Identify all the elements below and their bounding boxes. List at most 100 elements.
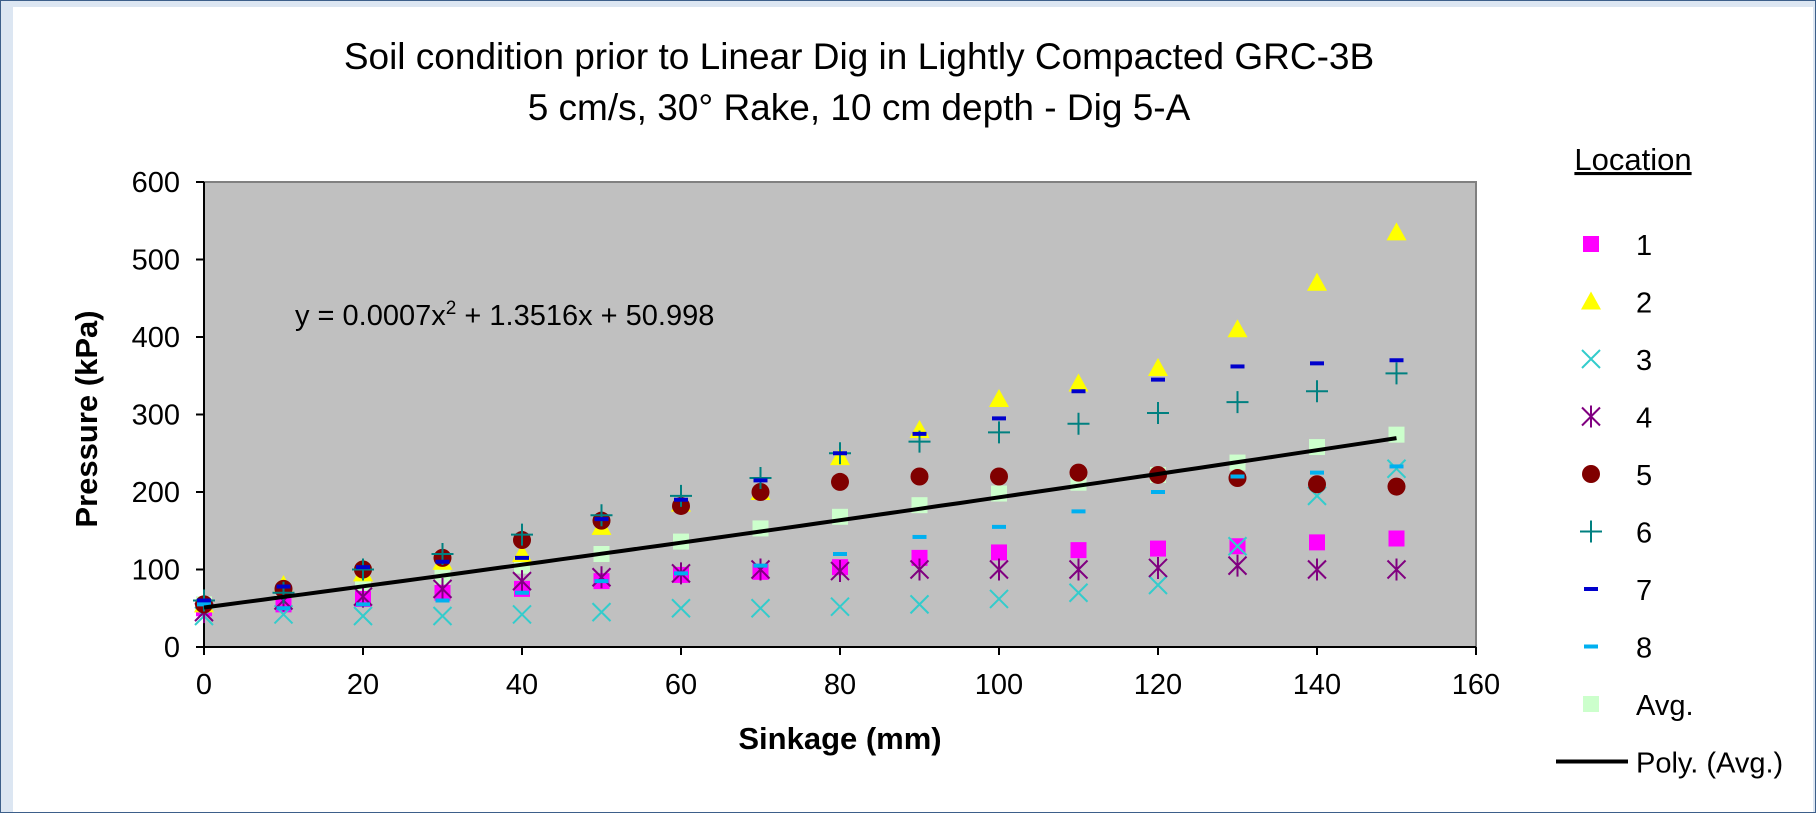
- x-tick-label: 80: [824, 669, 856, 701]
- legend-entry: 1: [1583, 230, 1652, 262]
- data-point: [1230, 474, 1245, 479]
- data-point: [1230, 364, 1245, 369]
- data-point: [1386, 222, 1407, 241]
- data-point: [670, 484, 692, 507]
- data-point: [992, 416, 1006, 421]
- equation-prefix: y = 0.0007x: [295, 300, 446, 332]
- series-8: [197, 464, 1404, 611]
- data-point: [674, 571, 688, 576]
- data-point: [590, 504, 613, 527]
- legend-label: 4: [1636, 403, 1652, 435]
- x-tick-label: 40: [506, 669, 538, 701]
- y-tick-label: 0: [164, 632, 180, 664]
- data-point: [991, 544, 1007, 561]
- data-point: [1151, 377, 1165, 382]
- data-point: [1386, 459, 1407, 479]
- data-point: [594, 517, 609, 522]
- data-point: [833, 451, 847, 456]
- data-point: [751, 483, 770, 501]
- x-tick-label: 60: [665, 669, 697, 701]
- data-point: [276, 584, 291, 589]
- legend-marker: [1583, 236, 1599, 252]
- chart-area: Soil condition prior to Linear Dig in Li…: [13, 7, 1813, 812]
- legend-label: 2: [1636, 288, 1652, 320]
- data-point: [1386, 558, 1407, 581]
- data-point: [909, 594, 930, 615]
- legend-marker: [1583, 696, 1599, 712]
- data-point: [671, 598, 691, 618]
- legend-entry: 6: [1580, 518, 1652, 550]
- data-point: [515, 590, 529, 595]
- data-point: [1227, 536, 1248, 556]
- data-point: [831, 472, 849, 491]
- legend-entry: Poly. (Avg.): [1556, 748, 1783, 780]
- data-point: [909, 558, 930, 581]
- data-point: [591, 566, 612, 589]
- legend-entry: Avg.: [1583, 690, 1694, 722]
- data-point: [1151, 490, 1165, 494]
- data-point: [1067, 412, 1090, 435]
- y-tick-label: 400: [132, 322, 180, 354]
- legend-marker: [1581, 349, 1601, 369]
- data-point: [1226, 391, 1249, 414]
- y-tick-label: 500: [132, 245, 180, 277]
- y-tick-label: 100: [132, 555, 180, 587]
- legend-label: 1: [1636, 230, 1652, 262]
- x-tick-label: 140: [1293, 669, 1341, 701]
- legend: Location 1 2 3 4 5 6 7 8 Avg. Poly. (Avg.): [1556, 142, 1783, 780]
- data-point: [1227, 319, 1248, 338]
- data-point: [356, 602, 370, 607]
- data-point: [1307, 558, 1327, 581]
- legend-label: Avg.: [1636, 690, 1694, 722]
- data-point: [1150, 540, 1166, 557]
- data-point: [435, 559, 450, 564]
- data-point: [992, 524, 1006, 529]
- data-point: [1071, 509, 1086, 514]
- series-4: [194, 554, 1407, 624]
- data-point: [1389, 358, 1404, 363]
- tick-labels: 0 100 200 300 400 500 600 0 20 40 60 80 100 120 140 160: [132, 167, 1501, 701]
- axes: [196, 181, 1477, 655]
- data-point: [1306, 380, 1328, 403]
- data-point: [1148, 556, 1168, 579]
- y-tick-label: 200: [132, 477, 180, 509]
- legend-entry: 3: [1581, 345, 1652, 377]
- data-point: [1388, 530, 1405, 547]
- legend-marker: [1581, 291, 1601, 310]
- legend-entry: 7: [1584, 575, 1652, 607]
- data-point: [512, 570, 532, 593]
- data-point: [435, 598, 450, 603]
- legend-label: 3: [1636, 345, 1652, 377]
- data-point: [1071, 389, 1086, 394]
- data-point: [353, 606, 373, 626]
- legend-label: 7: [1636, 575, 1652, 607]
- x-tick-label: 20: [347, 669, 379, 701]
- data-point: [910, 467, 929, 486]
- equation-exponent: 2: [446, 298, 457, 319]
- data-point: [1307, 272, 1327, 291]
- data-point: [912, 431, 927, 436]
- legend-entry: 5: [1582, 460, 1652, 492]
- legend-label: 5: [1636, 460, 1652, 492]
- x-tick-label: 0: [196, 669, 212, 701]
- data-point: [356, 565, 370, 570]
- chart-subtitle: 5 cm/s, 30° Rake, 10 cm depth - Dig 5-A: [528, 87, 1191, 128]
- data-point: [511, 523, 533, 546]
- data-point: [674, 497, 688, 502]
- data-point: [1385, 362, 1408, 385]
- data-point: [594, 579, 609, 584]
- scatter-chart: Soil condition prior to Linear Dig in Li…: [69, 36, 1783, 780]
- data-point: [432, 606, 453, 626]
- data-point: [911, 549, 928, 566]
- legend-entry: 2: [1581, 288, 1652, 320]
- series-7: [197, 358, 1404, 603]
- data-point: [1227, 554, 1248, 577]
- data-point: [830, 560, 850, 583]
- data-point: [988, 421, 1010, 444]
- data-point: [1309, 534, 1325, 551]
- data-point: [432, 577, 453, 600]
- data-point: [753, 478, 768, 483]
- data-point: [749, 467, 772, 490]
- legend-label: 8: [1636, 633, 1652, 665]
